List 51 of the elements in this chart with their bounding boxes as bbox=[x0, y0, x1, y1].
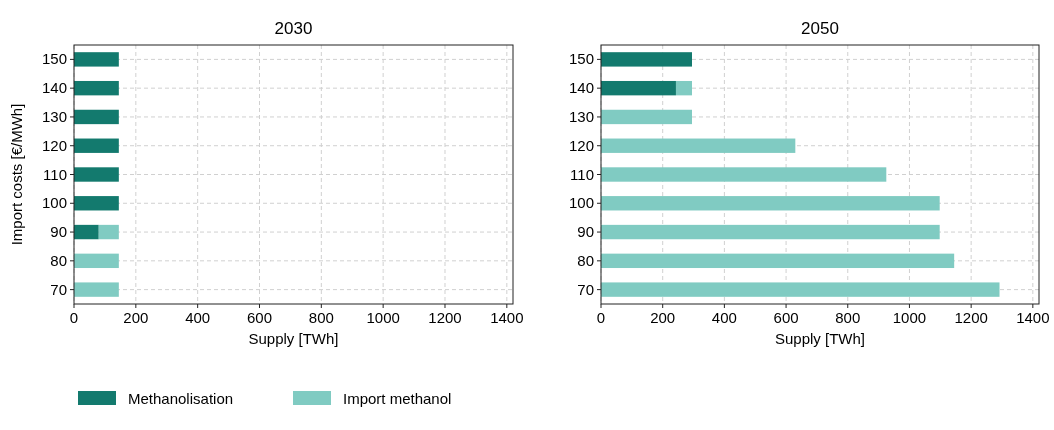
x-tick-label: 400 bbox=[711, 309, 737, 326]
y-tick-label: 90 bbox=[50, 223, 67, 241]
y-tick-label: 150 bbox=[41, 50, 67, 68]
y-tick-label: 100 bbox=[41, 194, 67, 212]
bar bbox=[601, 282, 1000, 297]
x-tick-label: 400 bbox=[185, 309, 211, 326]
x-tick-label: 600 bbox=[773, 309, 799, 326]
legend-label: Import methanol bbox=[343, 390, 452, 407]
y-tick-label: 100 bbox=[568, 194, 594, 212]
x-tick-label: 200 bbox=[123, 309, 149, 326]
bar bbox=[601, 167, 887, 182]
y-tick-label: 120 bbox=[568, 136, 594, 154]
y-tick-label: 150 bbox=[568, 50, 594, 68]
bar bbox=[601, 196, 940, 211]
bar bbox=[675, 80, 692, 96]
bar bbox=[601, 253, 955, 269]
chart-title: 2050 bbox=[801, 19, 839, 38]
x-tick-label: 0 bbox=[596, 309, 606, 326]
y-tick-label: 120 bbox=[41, 136, 67, 154]
y-tick-label: 130 bbox=[41, 107, 67, 125]
y-tick-label: 70 bbox=[50, 280, 67, 298]
x-tick-label: 800 bbox=[308, 309, 334, 326]
x-tick-label: 1000 bbox=[366, 309, 400, 326]
x-axis-title: Supply [TWh] bbox=[774, 330, 866, 347]
bar bbox=[601, 224, 940, 240]
x-tick-label: 1200 bbox=[428, 309, 462, 326]
y-tick-label: 140 bbox=[41, 79, 67, 97]
x-tick-label: 800 bbox=[835, 309, 861, 326]
bar bbox=[601, 109, 692, 125]
y-tick-label: 80 bbox=[577, 251, 594, 269]
y-tick-label: 90 bbox=[577, 223, 594, 241]
y-tick-label: 110 bbox=[43, 165, 67, 183]
y-tick-label: 110 bbox=[570, 165, 594, 183]
legend-label: Methanolisation bbox=[128, 390, 234, 407]
x-tick-label: 200 bbox=[650, 309, 676, 326]
bar bbox=[601, 52, 692, 67]
x-tick-label: 1400 bbox=[490, 309, 524, 326]
x-tick-label: 600 bbox=[246, 309, 273, 326]
y-tick-label: 80 bbox=[50, 251, 67, 269]
y-tick-label: 140 bbox=[568, 79, 594, 97]
x-tick-label: 1200 bbox=[954, 309, 988, 326]
y-axis-title: Import costs [€/MWh] bbox=[8, 103, 25, 246]
y-tick-label: 130 bbox=[568, 107, 594, 125]
x-tick-label: 1000 bbox=[892, 309, 927, 326]
x-tick-label: 0 bbox=[69, 309, 79, 326]
bar bbox=[601, 80, 676, 96]
bar bbox=[601, 138, 796, 153]
x-axis-title: Supply [TWh] bbox=[248, 330, 339, 347]
chart-title: 2030 bbox=[274, 19, 313, 38]
y-tick-label: 70 bbox=[577, 280, 594, 298]
x-tick-label: 1400 bbox=[1016, 309, 1050, 326]
